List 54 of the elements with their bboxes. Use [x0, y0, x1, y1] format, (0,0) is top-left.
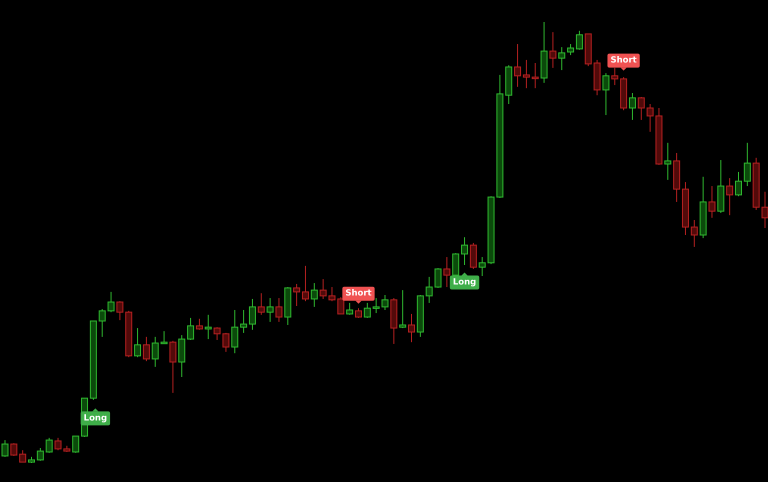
candlestick	[258, 292, 265, 316]
candlestick	[169, 340, 176, 394]
candlestick	[434, 268, 442, 288]
candlestick	[708, 186, 716, 218]
annotation: Long	[452, 277, 476, 288]
candlestick	[196, 318, 203, 330]
candlestick	[134, 328, 142, 358]
candlestick	[461, 236, 468, 266]
candlestick	[576, 30, 583, 50]
candlestick	[478, 256, 486, 277]
candlestick	[452, 252, 460, 277]
candlestick	[690, 220, 698, 248]
candlestick	[470, 242, 477, 270]
candlestick	[204, 314, 212, 340]
candlestick	[275, 298, 282, 322]
candlestick	[726, 178, 734, 216]
candlestick	[310, 282, 318, 308]
candlestick	[567, 44, 574, 56]
candlestick	[108, 291, 115, 313]
candlestick	[328, 286, 336, 302]
candlestick	[354, 308, 362, 318]
candlestick	[346, 302, 354, 316]
candlestick	[337, 296, 344, 314]
candlestick	[266, 298, 274, 322]
candlestick	[399, 290, 406, 329]
candlestick	[293, 283, 300, 307]
annotation: Short	[610, 56, 637, 66]
candlestick	[222, 332, 230, 352]
candlestick	[744, 142, 751, 187]
candlestick	[160, 330, 168, 344]
candlestick	[549, 32, 556, 68]
annotation: Short	[345, 288, 372, 299]
candlestick	[514, 44, 522, 88]
candlestick	[248, 298, 256, 330]
annotation: Long	[84, 413, 108, 424]
candlestick	[558, 46, 566, 71]
candlestick	[178, 334, 186, 378]
candlestick	[664, 142, 672, 180]
candlestick	[187, 317, 194, 340]
candlestick	[54, 437, 62, 451]
candlestick	[214, 326, 221, 340]
candlestick	[762, 191, 768, 228]
candlestick	[152, 336, 159, 368]
candlestick	[142, 336, 150, 362]
candlestick	[2, 440, 8, 458]
candlestick	[382, 294, 388, 310]
candlestick	[628, 92, 636, 120]
candlestick	[320, 278, 327, 300]
candlestick	[443, 256, 450, 288]
candlestick	[408, 313, 416, 343]
candlestick	[72, 436, 80, 454]
candlestick	[734, 171, 742, 197]
candlestick	[602, 72, 610, 116]
candlestick	[302, 265, 309, 302]
